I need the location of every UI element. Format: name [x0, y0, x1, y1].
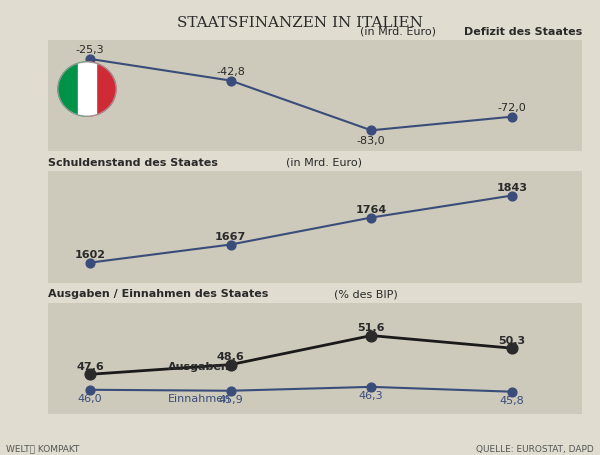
Text: -25,3: -25,3: [76, 45, 104, 55]
Text: 45,9: 45,9: [218, 394, 243, 404]
Point: [367, 127, 376, 135]
Point: [85, 386, 95, 394]
Circle shape: [58, 63, 116, 117]
Text: 46,0: 46,0: [78, 393, 103, 403]
Text: Defizit des Staates: Defizit des Staates: [464, 26, 582, 36]
Point: [85, 259, 95, 267]
Polygon shape: [58, 63, 87, 117]
Text: Ausgaben / Einnahmen des Staates: Ausgaben / Einnahmen des Staates: [48, 288, 268, 298]
Point: [507, 345, 517, 352]
Text: 1602: 1602: [74, 250, 106, 260]
Point: [367, 332, 376, 339]
Text: STAATSFINANZEN IN ITALIEN: STAATSFINANZEN IN ITALIEN: [177, 16, 423, 30]
Polygon shape: [87, 63, 116, 117]
Text: 1764: 1764: [356, 205, 387, 215]
Text: (in Mrd. Euro): (in Mrd. Euro): [361, 26, 436, 36]
Text: Ausgaben: Ausgaben: [167, 361, 229, 371]
Text: (% des BIP): (% des BIP): [334, 288, 397, 298]
Text: 50,3: 50,3: [498, 335, 525, 345]
Text: QUELLE: EUROSTAT, DAPD: QUELLE: EUROSTAT, DAPD: [476, 444, 594, 453]
Point: [85, 371, 95, 378]
Point: [85, 56, 95, 63]
Text: 48,6: 48,6: [217, 351, 245, 361]
Point: [367, 384, 376, 391]
Point: [507, 388, 517, 395]
Text: -72,0: -72,0: [497, 102, 526, 112]
Text: -42,8: -42,8: [216, 66, 245, 76]
Text: 51,6: 51,6: [358, 323, 385, 333]
Text: 45,8: 45,8: [499, 395, 524, 405]
Text: 1843: 1843: [496, 183, 527, 193]
Polygon shape: [78, 61, 96, 118]
Point: [226, 241, 235, 248]
Text: Schuldenstand des Staates: Schuldenstand des Staates: [48, 157, 218, 167]
Text: 46,3: 46,3: [359, 390, 383, 400]
Text: 1667: 1667: [215, 232, 247, 242]
Text: -83,0: -83,0: [357, 136, 386, 146]
Text: WELTⓒ KOMPAKT: WELTⓒ KOMPAKT: [6, 444, 79, 453]
Text: Einnahmen: Einnahmen: [167, 394, 230, 404]
Point: [226, 387, 235, 394]
Text: (in Mrd. Euro): (in Mrd. Euro): [286, 157, 362, 167]
Text: 47,6: 47,6: [76, 361, 104, 371]
Point: [507, 192, 517, 200]
Point: [507, 114, 517, 121]
Point: [367, 214, 376, 222]
Point: [226, 78, 235, 85]
Point: [226, 361, 235, 369]
